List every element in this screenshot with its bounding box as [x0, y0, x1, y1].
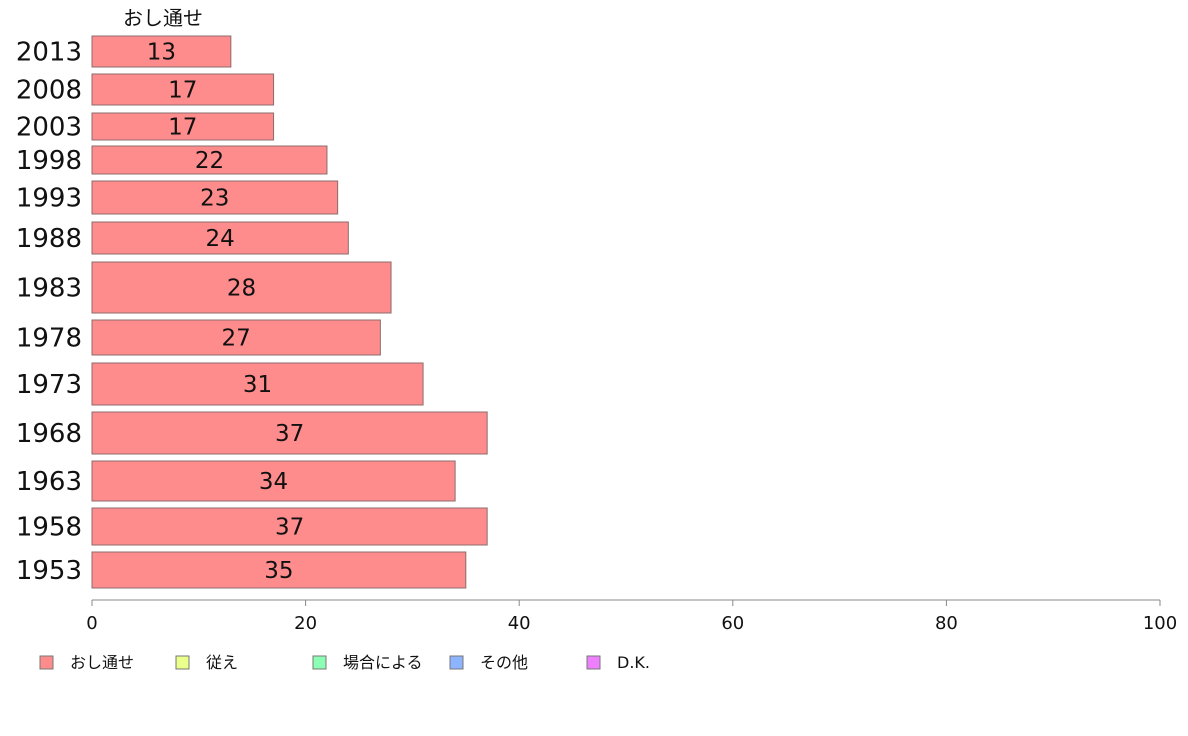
data-label: 34	[259, 469, 288, 495]
legend-swatch	[449, 655, 464, 670]
bar	[91, 145, 328, 175]
category-label: 1953	[16, 556, 82, 586]
x-tick-label: 80	[935, 613, 958, 634]
x-tick-label: 20	[294, 613, 317, 634]
legend: おし通せ 従え 場合による その他 D.K.	[39, 653, 650, 672]
bar	[91, 35, 232, 68]
category-label: 1978	[16, 324, 82, 354]
legend-label: 従え	[206, 653, 238, 672]
bar	[91, 73, 275, 106]
data-label: 27	[222, 326, 251, 352]
category-label: 2013	[16, 38, 82, 68]
category-label: 2008	[16, 76, 82, 106]
x-tick-label: 100	[1143, 613, 1177, 634]
bars-group: 2013 13 2008 17 2003 17 1998 22 1993 23 1988 24 1983…	[16, 35, 488, 589]
data-label: 35	[264, 558, 293, 584]
bar	[91, 319, 381, 356]
category-label: 1968	[16, 419, 82, 449]
data-label: 24	[206, 226, 235, 252]
category-label: 2003	[16, 113, 82, 143]
bar	[91, 261, 392, 314]
data-label: 37	[275, 515, 304, 541]
data-label: 22	[195, 148, 224, 174]
data-label: 28	[227, 276, 256, 302]
category-label: 1998	[16, 146, 82, 176]
legend-swatch	[175, 655, 190, 670]
legend-swatch	[39, 655, 54, 670]
bar	[91, 551, 467, 589]
series-header: おし通せ	[123, 6, 203, 30]
legend-swatch	[312, 655, 327, 670]
data-label: 13	[147, 40, 176, 66]
bar	[91, 460, 456, 502]
category-label: 1983	[16, 274, 82, 304]
legend-label: D.K.	[617, 653, 650, 672]
bar	[91, 112, 275, 141]
bar	[91, 180, 339, 215]
category-label: 1988	[16, 224, 82, 254]
data-label: 17	[168, 78, 197, 104]
x-tick-label: 0	[86, 613, 97, 634]
x-axis: 0 20 40 60 80 100	[86, 599, 1177, 634]
category-label: 1993	[16, 184, 82, 214]
data-label: 17	[168, 115, 197, 141]
bar	[91, 221, 349, 255]
data-label: 23	[200, 186, 229, 212]
legend-label: おし通せ	[70, 653, 134, 672]
bar	[91, 411, 488, 455]
data-label: 37	[275, 421, 304, 447]
x-tick-label: 40	[508, 613, 531, 634]
legend-label: その他	[480, 653, 528, 672]
x-tick-label: 60	[721, 613, 744, 634]
category-label: 1958	[16, 513, 82, 543]
data-label: 31	[243, 372, 272, 398]
category-label: 1963	[16, 467, 82, 497]
legend-swatch	[586, 655, 601, 670]
bar	[91, 507, 488, 546]
category-label: 1973	[16, 370, 82, 400]
bar	[91, 362, 424, 406]
legend-label: 場合による	[343, 653, 423, 672]
